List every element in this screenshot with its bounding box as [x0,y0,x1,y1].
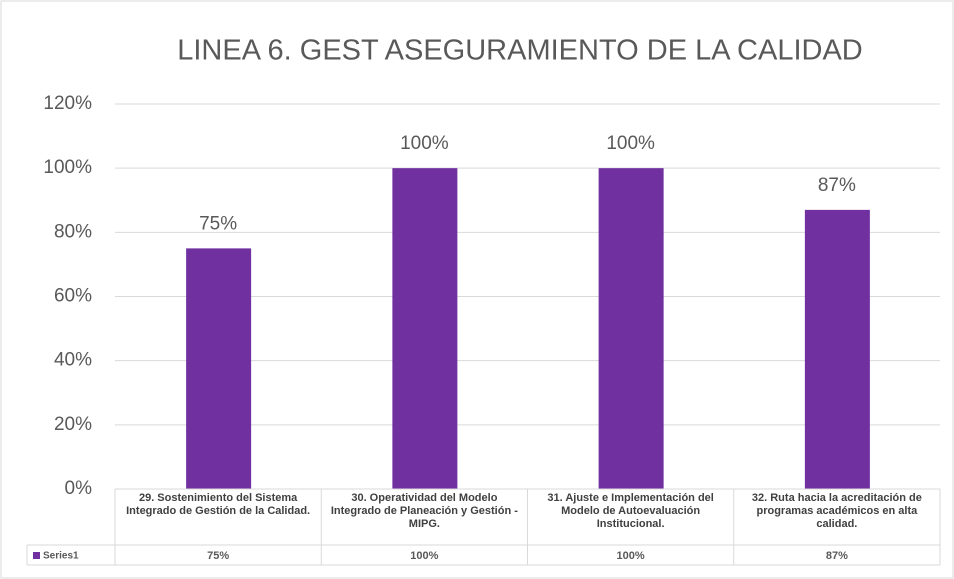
table-value: 100% [617,550,645,562]
y-tick-label: 80% [54,221,92,242]
y-tick-label: 60% [54,286,92,307]
y-tick-label: 20% [54,414,92,435]
bar [598,168,664,489]
bar [392,168,458,489]
legend-label: Series1 [43,551,79,562]
data-label: 100% [606,133,655,154]
category-cell: 31. Ajuste e Implementación del Modelo d… [547,492,714,530]
x-tick-label: 31. Ajuste e Implementación del Modelo d… [547,492,714,530]
legend-key [33,552,40,559]
y-tick-label: 0% [65,478,93,499]
chart-title: LINEA 6. GEST ASEGURAMIENTO DE LA CALIDA… [177,35,863,67]
table-value: 75% [207,550,229,562]
y-tick-label: 100% [43,157,92,178]
x-tick-label: 32. Ruta hacia la acreditación de progra… [751,492,922,530]
x-tick-label: 30. Operatividad del Modelo Integrado de… [330,492,518,530]
category-cell: 30. Operatividad del Modelo Integrado de… [330,492,518,530]
bar [804,209,870,489]
y-tick-label: 40% [54,350,92,371]
table-value: 87% [826,550,848,562]
table-value: 100% [410,550,438,562]
data-label: 100% [400,133,449,154]
data-label: 75% [199,213,237,234]
data-label: 87% [818,175,856,196]
category-cell: 29. Sostenimiento del Sistema Integrado … [126,492,311,517]
x-tick-label: 29. Sostenimiento del Sistema Integrado … [126,492,311,517]
bar [186,248,252,489]
y-tick-label: 120% [43,93,92,114]
category-cell: 32. Ruta hacia la acreditación de progra… [751,492,922,530]
